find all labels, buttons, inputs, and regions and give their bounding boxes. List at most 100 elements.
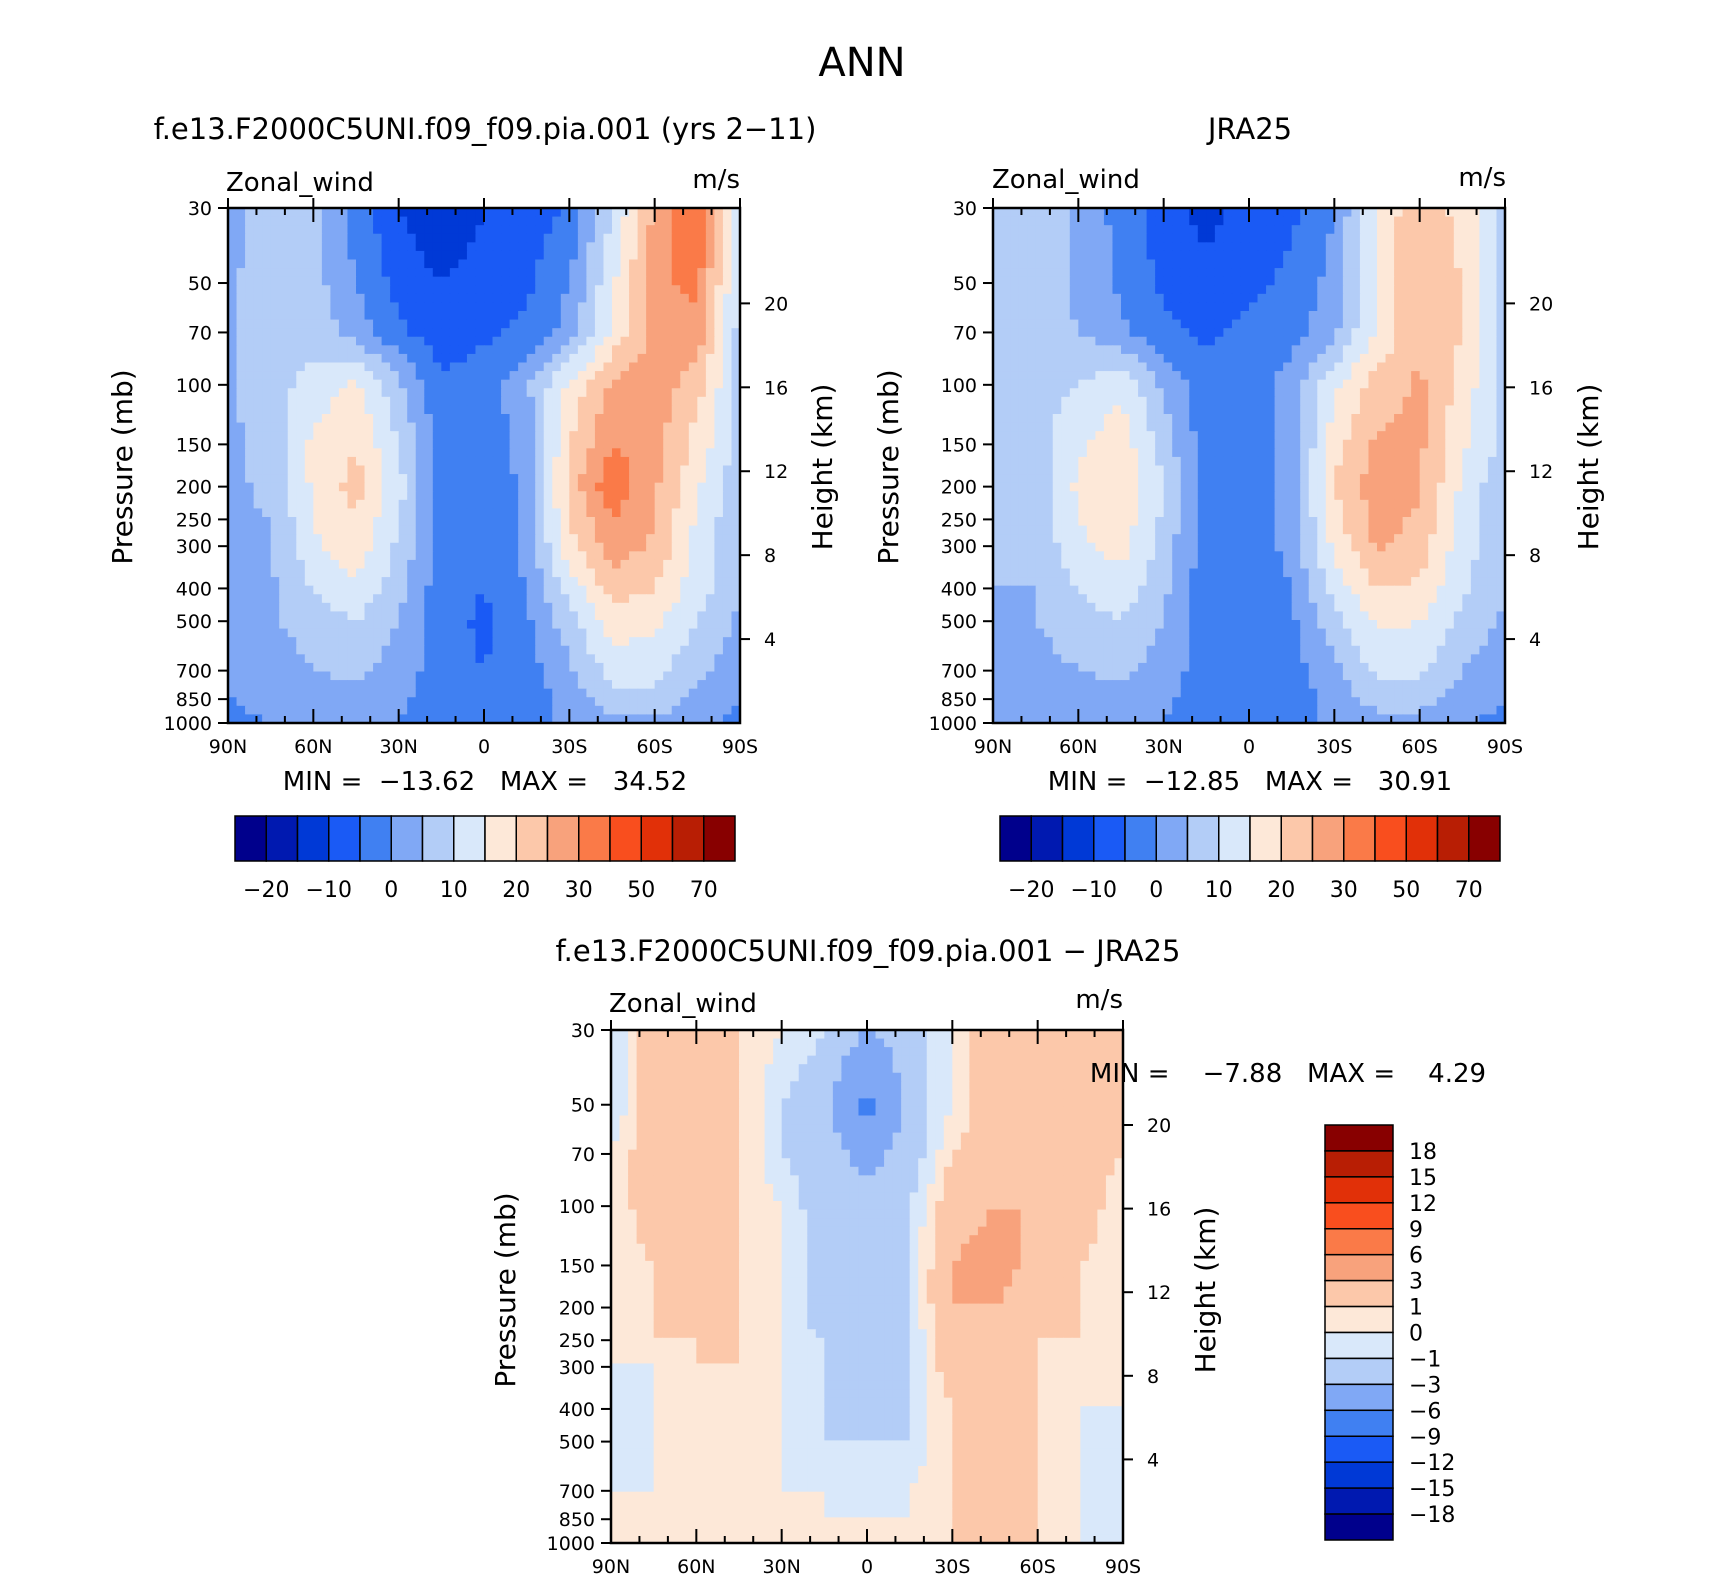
contour-cell (1462, 345, 1471, 354)
contour-cell (245, 285, 254, 294)
contour-cell (1061, 311, 1070, 320)
contour-cell (1240, 251, 1249, 260)
contour-cell (646, 603, 655, 612)
contour-cell (527, 517, 536, 526)
contour-cell (493, 268, 502, 277)
contour-cell (484, 217, 493, 226)
contour-cell (621, 397, 630, 406)
contour-cell (228, 689, 237, 698)
contour-cell (535, 474, 544, 483)
contour-cell (689, 466, 698, 475)
contour-cell (1223, 354, 1232, 363)
contour-cell (475, 474, 484, 483)
contour-cell (1053, 363, 1062, 372)
contour-cell (262, 217, 271, 226)
contour-cell (706, 594, 715, 603)
contour-cell (1317, 260, 1326, 269)
contour-cell (305, 560, 314, 569)
contour-cell (1070, 371, 1079, 380)
contour-cell (475, 569, 484, 578)
contour-cell (245, 534, 254, 543)
contour-cell (245, 242, 254, 251)
contour-cell (1471, 294, 1480, 303)
contour-cell (262, 208, 271, 217)
contour-cell (1326, 268, 1335, 277)
contour-cell (706, 474, 715, 483)
contour-cell (433, 526, 442, 535)
contour-cell (262, 526, 271, 535)
contour-cell (586, 629, 595, 638)
contour-cell (356, 491, 365, 500)
contour-cell (544, 234, 553, 243)
contour-cell (424, 225, 433, 234)
contour-cell (578, 543, 587, 552)
contour-cell (672, 680, 681, 689)
contour-cell (424, 689, 433, 698)
contour-cell (373, 594, 382, 603)
contour-cell (1403, 277, 1412, 286)
contour-cell (1070, 311, 1079, 320)
contour-cell (1189, 208, 1198, 217)
contour-cell (655, 337, 664, 346)
contour-cell (484, 577, 493, 586)
contour-cell (322, 611, 331, 620)
contour-cell (663, 388, 672, 397)
contour-cell (1420, 363, 1429, 372)
contour-cell (407, 285, 416, 294)
contour-cell (467, 423, 476, 432)
contour-cell (1104, 320, 1113, 329)
contour-cell (382, 697, 391, 706)
contour-cell (689, 551, 698, 560)
contour-cell (510, 603, 519, 612)
pressure-tick-label: 150 (176, 434, 212, 456)
contour-cell (279, 508, 288, 517)
contour-cell (638, 225, 647, 234)
contour-cell (245, 569, 254, 578)
contour-cell (603, 354, 612, 363)
contour-cell (1249, 320, 1258, 329)
contour-cell (1019, 208, 1028, 217)
contour-cell (339, 302, 348, 311)
contour-cell (262, 448, 271, 457)
contour-cell (458, 697, 467, 706)
contour-cell (706, 637, 715, 646)
contour-cell (1275, 294, 1284, 303)
contour-cell (527, 405, 536, 414)
contour-cell (1317, 217, 1326, 226)
contour-cell (723, 234, 732, 243)
contour-cell (450, 474, 459, 483)
contour-cell (697, 577, 706, 586)
contour-cell (382, 560, 391, 569)
contour-cell (655, 328, 664, 337)
contour-cell (612, 620, 621, 629)
contour-cell (1138, 225, 1147, 234)
contour-cell (458, 268, 467, 277)
contour-cell (407, 560, 416, 569)
contour-cell (535, 560, 544, 569)
contour-cell (706, 500, 715, 509)
contour-cell (1010, 388, 1019, 397)
contour-cell (493, 285, 502, 294)
contour-cell (518, 294, 527, 303)
contour-cell (484, 663, 493, 672)
contour-cell (578, 251, 587, 260)
contour-cell (1283, 277, 1292, 286)
contour-cell (262, 405, 271, 414)
contour-cell (1164, 208, 1173, 217)
contour-cell (356, 311, 365, 320)
contour-cell (1266, 208, 1275, 217)
contour-cell (1317, 337, 1326, 346)
contour-cell (365, 680, 374, 689)
contour-cell (1394, 328, 1403, 337)
contour-cell (603, 526, 612, 535)
contour-cell (416, 500, 425, 509)
contour-cell (663, 500, 672, 509)
contour-cell (288, 543, 297, 552)
contour-cell (441, 629, 450, 638)
contour-cell (433, 448, 442, 457)
contour-cell (467, 508, 476, 517)
contour-cell (407, 260, 416, 269)
contour-cell (424, 569, 433, 578)
contour-cell (535, 637, 544, 646)
contour-cell (1471, 208, 1480, 217)
